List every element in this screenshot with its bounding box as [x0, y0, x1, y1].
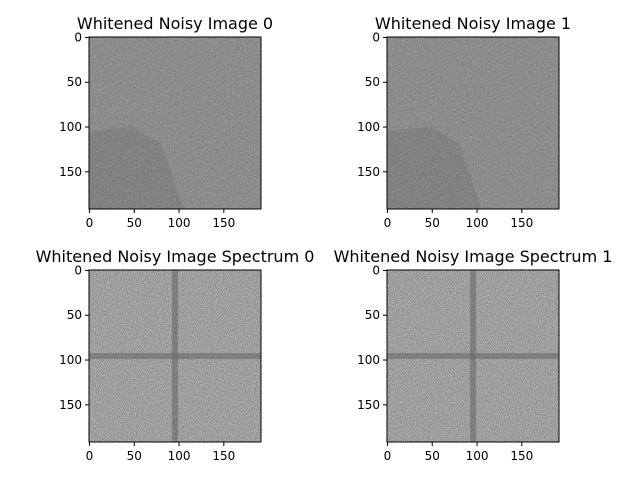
y-tick-label: 0 [372, 263, 380, 277]
x-tick-label: 0 [86, 216, 94, 230]
panel-3: Whitened Noisy Image Spectrum 10 50 100 150… [334, 247, 613, 463]
x-tick-label: 100 [466, 216, 489, 230]
y-tick-label: 100 [357, 353, 380, 367]
x-tick-label: 0 [384, 216, 392, 230]
axes-frame [386, 269, 560, 443]
y-tick-label: 0 [372, 30, 380, 44]
image-shading [89, 126, 184, 209]
y-tick-label: 150 [357, 398, 380, 412]
panel-title: Whitened Noisy Image 0 [77, 14, 273, 33]
y-tick-label: 50 [365, 308, 380, 322]
x-tick-label: 150 [510, 216, 533, 230]
axes-frame [88, 36, 262, 210]
y-tick-label: 150 [59, 165, 82, 179]
x-tick-label: 50 [425, 216, 440, 230]
x-tick-label: 100 [466, 449, 489, 463]
y-tick-label: 100 [357, 120, 380, 134]
panel-title: Whitened Noisy Image Spectrum 0 [36, 247, 315, 266]
x-tick-label: 0 [86, 449, 94, 463]
x-tick-label: 0 [384, 449, 392, 463]
x-tick-label: 100 [168, 449, 191, 463]
image-shading [387, 126, 482, 209]
x-tick-label: 50 [127, 449, 142, 463]
y-tick-label: 150 [59, 398, 82, 412]
y-tick-label: 50 [67, 75, 82, 89]
panel-title: Whitened Noisy Image Spectrum 1 [334, 247, 613, 266]
axes-frame [386, 36, 560, 210]
x-tick-label: 150 [212, 216, 235, 230]
x-tick-label: 50 [127, 216, 142, 230]
x-tick-label: 150 [212, 449, 235, 463]
y-tick-label: 0 [74, 30, 82, 44]
x-tick-label: 150 [510, 449, 533, 463]
y-tick-label: 100 [59, 120, 82, 134]
y-tick-label: 100 [59, 353, 82, 367]
image-texture [387, 37, 559, 209]
x-tick-label: 50 [425, 449, 440, 463]
y-tick-label: 50 [365, 75, 380, 89]
axes-frame [88, 269, 262, 443]
image-texture [89, 37, 261, 209]
panel-title: Whitened Noisy Image 1 [375, 14, 571, 33]
y-tick-label: 150 [357, 165, 380, 179]
x-tick-label: 100 [168, 216, 191, 230]
y-tick-label: 50 [67, 308, 82, 322]
y-tick-label: 0 [74, 263, 82, 277]
panel-2: Whitened Noisy Image Spectrum 00 50 100 150… [36, 247, 315, 463]
